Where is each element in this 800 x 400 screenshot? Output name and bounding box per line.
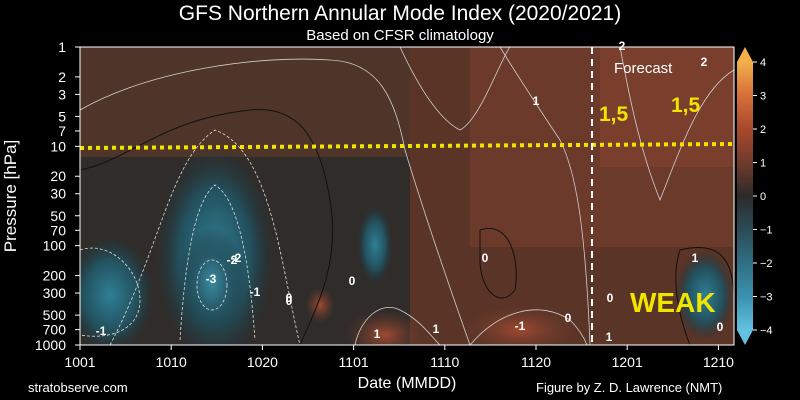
x-tick-label-1010: 1010 xyxy=(156,354,187,370)
credit-left: stratobserve.com xyxy=(28,380,128,395)
contour-label: 2 xyxy=(701,55,708,69)
contour-label: 1 xyxy=(692,251,699,265)
contour-label: 0 xyxy=(565,311,572,325)
contour-label: 1 xyxy=(374,327,381,341)
x-tick-label-1110: 1110 xyxy=(430,354,459,370)
contour-label: 0 xyxy=(482,251,489,265)
x-axis: 1001 1010 1020 1101 1110 1120 1201 1210 xyxy=(64,345,734,370)
contour-label: 0 xyxy=(349,274,356,288)
colorbar-label-1: 3 xyxy=(760,91,766,103)
contour-label: -1 xyxy=(515,319,526,333)
credit-right: Figure by Z. D. Lawrence (NMT) xyxy=(536,380,723,395)
x-tick-label-1120: 1120 xyxy=(521,354,551,370)
contour-label: -1 xyxy=(96,324,107,338)
x-tick-label-1020: 1020 xyxy=(247,354,278,370)
y-tick-label-300: 300 xyxy=(43,285,67,301)
colorbar-label-8: −4 xyxy=(760,325,773,337)
y-tick-label-5: 5 xyxy=(58,108,66,124)
colorbar-label-4: 0 xyxy=(760,191,766,203)
x-tick-label-1210: 1210 xyxy=(703,354,734,370)
contour-label: 0 xyxy=(717,320,724,334)
colorbar-label-6: −2 xyxy=(760,258,773,270)
y-tick-label-20: 20 xyxy=(50,168,66,184)
contour-label: 0 xyxy=(286,294,293,308)
y-tick-label-1000: 1000 xyxy=(35,337,66,353)
x-tick-label-1001: 1001 xyxy=(64,354,95,370)
chart-subtitle: Based on CFSR climatology xyxy=(306,27,494,44)
y-tick-label-50: 50 xyxy=(50,208,66,224)
x-axis-label: Date (MMDD) xyxy=(358,375,457,392)
colorbar-label-0: 4 xyxy=(760,57,766,69)
chart-title: GFS Northern Annular Mode Index (2020/20… xyxy=(178,2,622,25)
contour-label: 1 xyxy=(433,322,440,336)
x-tick-label-1201: 1201 xyxy=(612,354,643,370)
colorbar-label-5: −1 xyxy=(760,225,773,237)
contour-label: -2 xyxy=(231,251,242,265)
annotation-1-5-b: 1,5 xyxy=(671,94,701,117)
contour-label: -1 xyxy=(250,285,261,299)
contour-label: 0 xyxy=(286,291,293,305)
contour-label: 0 xyxy=(607,291,614,305)
colorbar-label-2: 2 xyxy=(760,124,766,136)
y-tick-label-1: 1 xyxy=(58,39,66,55)
x-tick-label-1101: 1101 xyxy=(339,354,369,370)
contour-label: -2 xyxy=(227,253,238,267)
y-tick-label-3: 3 xyxy=(58,86,66,102)
threshold-dotted-line xyxy=(79,142,735,150)
y-tick-label-7: 7 xyxy=(58,123,66,139)
contour-label: -3 xyxy=(206,272,217,286)
nam-field xyxy=(80,47,734,345)
y-tick-label-10: 10 xyxy=(50,138,66,154)
y-tick-label-70: 70 xyxy=(50,222,66,238)
y-tick-label-700: 700 xyxy=(43,322,67,338)
y-tick-label-500: 500 xyxy=(43,307,67,323)
contour-label: 1 xyxy=(606,330,613,344)
plot-frame xyxy=(79,46,735,346)
y-axis-label: Pressure [hPa] xyxy=(1,140,20,252)
forecast-label: Forecast xyxy=(614,60,673,77)
y-tick-label-200: 200 xyxy=(43,268,67,284)
colorbar-label-3: 1 xyxy=(760,158,766,170)
y-tick-label-100: 100 xyxy=(43,238,67,254)
colorbar: 4 3 2 1 0 −1 −2 −3 −4 xyxy=(737,47,773,345)
annotation-weak: WEAK xyxy=(630,287,716,318)
contour-label: 2 xyxy=(619,39,626,53)
y-tick-label-30: 30 xyxy=(50,186,66,202)
annotation-1-5-a: 1,5 xyxy=(599,103,629,126)
contour-label: 1 xyxy=(533,94,540,108)
colorbar-label-7: −3 xyxy=(760,292,773,304)
y-tick-label-2: 2 xyxy=(58,69,66,85)
